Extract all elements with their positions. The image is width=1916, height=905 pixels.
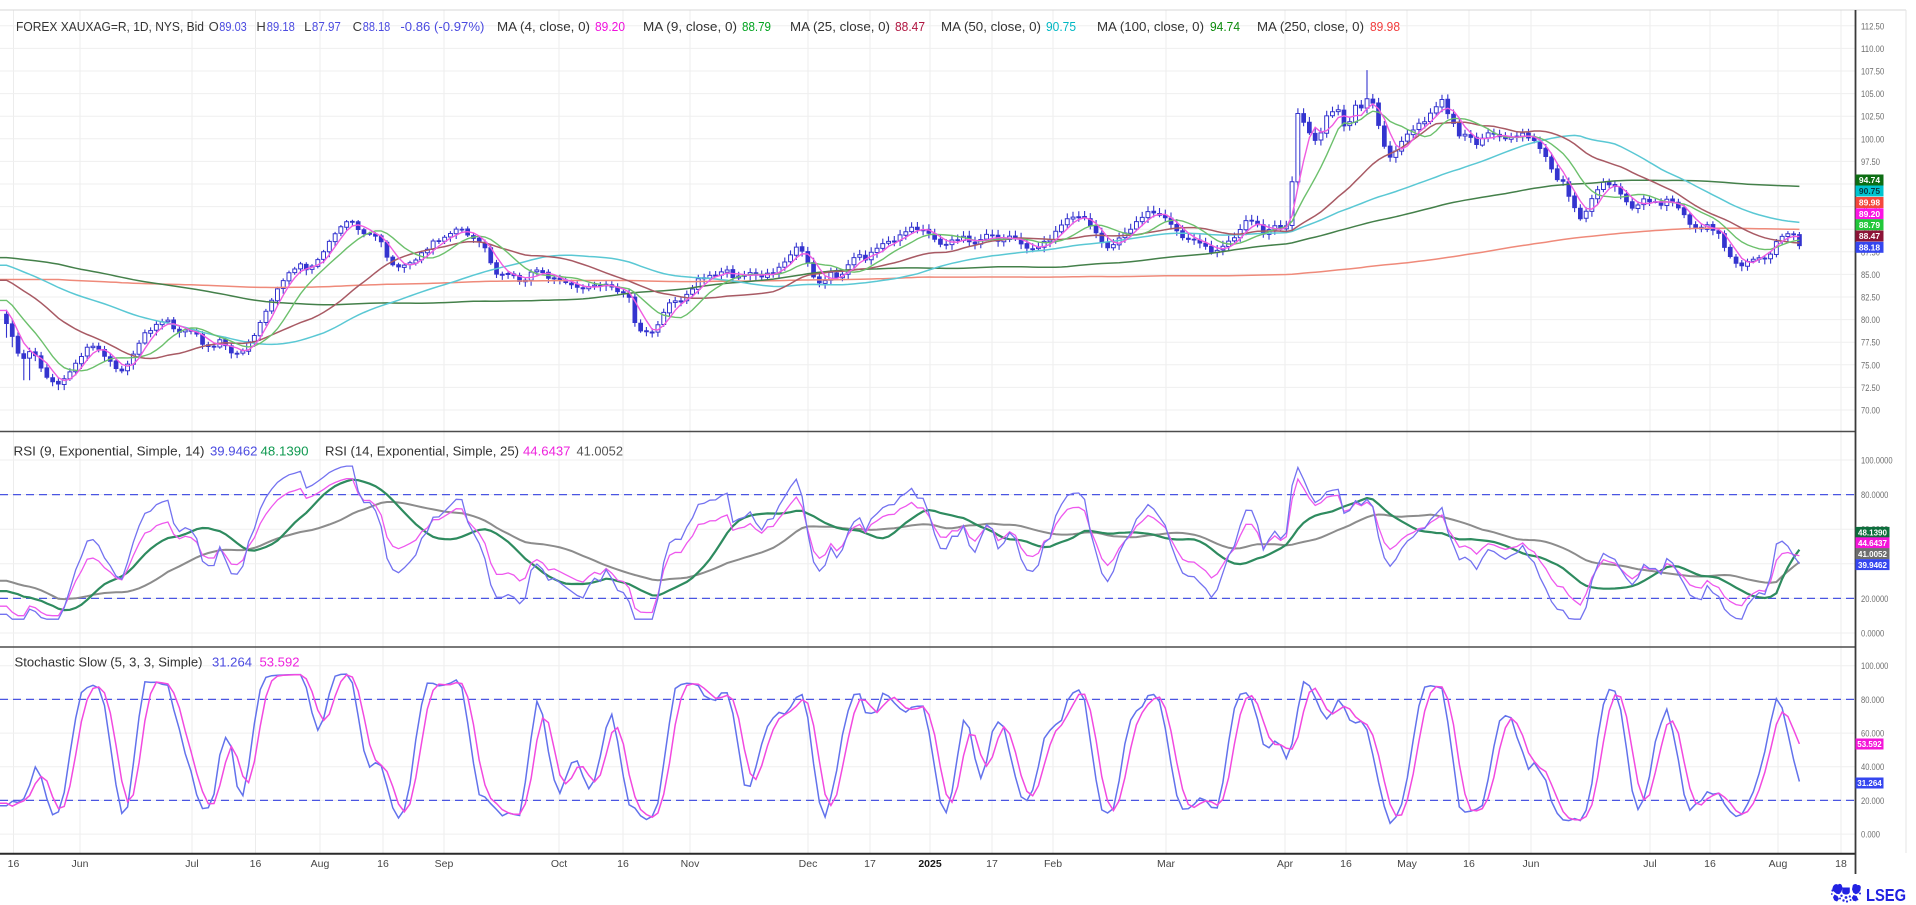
svg-text:L: L: [304, 19, 311, 34]
svg-text:110.00: 110.00: [1861, 44, 1884, 55]
svg-text:72.50: 72.50: [1861, 383, 1880, 394]
svg-text:Oct: Oct: [551, 858, 567, 870]
svg-text:70.00: 70.00: [1861, 406, 1880, 417]
svg-text:Jul: Jul: [185, 858, 198, 870]
svg-text:90.75: 90.75: [1859, 186, 1881, 196]
svg-text:80.000: 80.000: [1861, 695, 1884, 706]
svg-text:90.75: 90.75: [1046, 19, 1076, 34]
svg-text:88.18: 88.18: [363, 19, 391, 34]
svg-text:Apr: Apr: [1277, 858, 1294, 870]
svg-text:Nov: Nov: [681, 858, 700, 870]
svg-text:MA (25, close, 0): MA (25, close, 0): [790, 19, 890, 34]
svg-text:16: 16: [1340, 858, 1352, 870]
svg-text:-0.86 (-0.97%): -0.86 (-0.97%): [400, 19, 484, 34]
svg-text:H: H: [256, 19, 265, 34]
svg-text:20.0000: 20.0000: [1861, 594, 1888, 605]
svg-text:44.6437: 44.6437: [1858, 539, 1887, 548]
svg-text:18: 18: [1835, 858, 1847, 870]
svg-text:Jun: Jun: [72, 858, 89, 870]
svg-text:31.264: 31.264: [212, 654, 252, 669]
svg-text:C: C: [353, 19, 362, 34]
svg-text:100.000: 100.000: [1861, 661, 1888, 672]
svg-text:Dec: Dec: [799, 858, 818, 870]
svg-text:89.20: 89.20: [595, 19, 625, 34]
svg-text:75.00: 75.00: [1861, 360, 1880, 371]
svg-text:41.0052: 41.0052: [1858, 550, 1887, 559]
svg-text:85.00: 85.00: [1861, 270, 1880, 281]
svg-text:89.98: 89.98: [1859, 198, 1881, 208]
svg-text:107.50: 107.50: [1861, 67, 1884, 78]
svg-text:77.50: 77.50: [1861, 338, 1880, 349]
svg-text:16: 16: [250, 858, 262, 870]
svg-text:16: 16: [8, 858, 20, 870]
svg-text:80.00: 80.00: [1861, 315, 1880, 326]
svg-text:53.592: 53.592: [260, 654, 300, 669]
svg-text:Sep: Sep: [435, 858, 454, 870]
svg-text:17: 17: [864, 858, 876, 870]
svg-text:100.00: 100.00: [1861, 134, 1884, 145]
svg-text:105.00: 105.00: [1861, 89, 1884, 100]
svg-text:48.1390: 48.1390: [1858, 529, 1887, 538]
svg-text:MA (250, close, 0): MA (250, close, 0): [1257, 19, 1364, 34]
svg-text:Mar: Mar: [1157, 858, 1176, 870]
svg-text:16: 16: [377, 858, 389, 870]
svg-text:16: 16: [617, 858, 629, 870]
svg-text:MA (100, close, 0): MA (100, close, 0): [1097, 19, 1204, 34]
svg-text:RSI (9, Exponential, Simple, 1: RSI (9, Exponential, Simple, 14): [14, 444, 205, 459]
svg-text:48.1390: 48.1390: [261, 444, 309, 459]
svg-text:Aug: Aug: [1769, 858, 1788, 870]
svg-text:Stochastic Slow (5, 3, 3, Simp: Stochastic Slow (5, 3, 3, Simple): [15, 654, 203, 669]
svg-text:89.18: 89.18: [267, 19, 295, 34]
svg-text:87.97: 87.97: [312, 19, 341, 34]
svg-text:Jun: Jun: [1523, 858, 1540, 870]
svg-text:0.000: 0.000: [1861, 830, 1880, 841]
svg-text:88.79: 88.79: [742, 19, 771, 34]
svg-text:16: 16: [1704, 858, 1716, 870]
svg-text:89.20: 89.20: [1859, 209, 1881, 219]
svg-text:102.50: 102.50: [1861, 112, 1884, 123]
svg-text:44.6437: 44.6437: [523, 444, 571, 459]
svg-text:20.000: 20.000: [1861, 796, 1884, 807]
svg-text:88.47: 88.47: [1859, 231, 1881, 241]
svg-text:Aug: Aug: [311, 858, 330, 870]
svg-text:16: 16: [1463, 858, 1475, 870]
svg-text:89.98: 89.98: [1370, 19, 1400, 34]
svg-text:O: O: [209, 19, 219, 34]
svg-text:89.03: 89.03: [219, 19, 247, 34]
svg-text:MA (9, close, 0): MA (9, close, 0): [643, 19, 737, 34]
svg-text:53.592: 53.592: [1857, 740, 1882, 749]
svg-text:LSEG: LSEG: [1866, 885, 1906, 905]
svg-text:60.000: 60.000: [1861, 729, 1884, 740]
svg-text:40.000: 40.000: [1861, 762, 1884, 773]
svg-text:112.50: 112.50: [1861, 21, 1884, 32]
svg-text:94.74: 94.74: [1859, 175, 1881, 185]
svg-text:Feb: Feb: [1044, 858, 1062, 870]
svg-text:17: 17: [986, 858, 998, 870]
svg-text:88.79: 88.79: [1859, 220, 1881, 230]
svg-text:41.0052: 41.0052: [577, 444, 624, 459]
svg-text:MA (50, close, 0): MA (50, close, 0): [941, 19, 1041, 34]
svg-text:97.50: 97.50: [1861, 157, 1880, 168]
svg-text:RSI (14, Exponential, Simple,: RSI (14, Exponential, Simple, 25): [325, 444, 519, 459]
svg-text:39.9462: 39.9462: [1858, 561, 1887, 570]
svg-text:MA (4, close, 0): MA (4, close, 0): [497, 19, 590, 34]
svg-text:88.47: 88.47: [895, 19, 925, 34]
svg-text:31.264: 31.264: [1857, 779, 1882, 788]
svg-text:39.9462: 39.9462: [210, 444, 258, 459]
svg-text:80.0000: 80.0000: [1861, 490, 1888, 501]
svg-text:May: May: [1397, 858, 1418, 870]
svg-text:FOREX XAUXAG=R, 1D, NYS, Bid: FOREX XAUXAG=R, 1D, NYS, Bid: [16, 19, 204, 34]
svg-text:100.0000: 100.0000: [1861, 456, 1893, 467]
svg-text:94.74: 94.74: [1210, 19, 1240, 34]
svg-text:Jul: Jul: [1643, 858, 1656, 870]
svg-text:88.18: 88.18: [1859, 243, 1881, 253]
svg-text:0.0000: 0.0000: [1861, 629, 1884, 640]
svg-text:2025: 2025: [918, 858, 942, 870]
svg-text:82.50: 82.50: [1861, 293, 1880, 304]
